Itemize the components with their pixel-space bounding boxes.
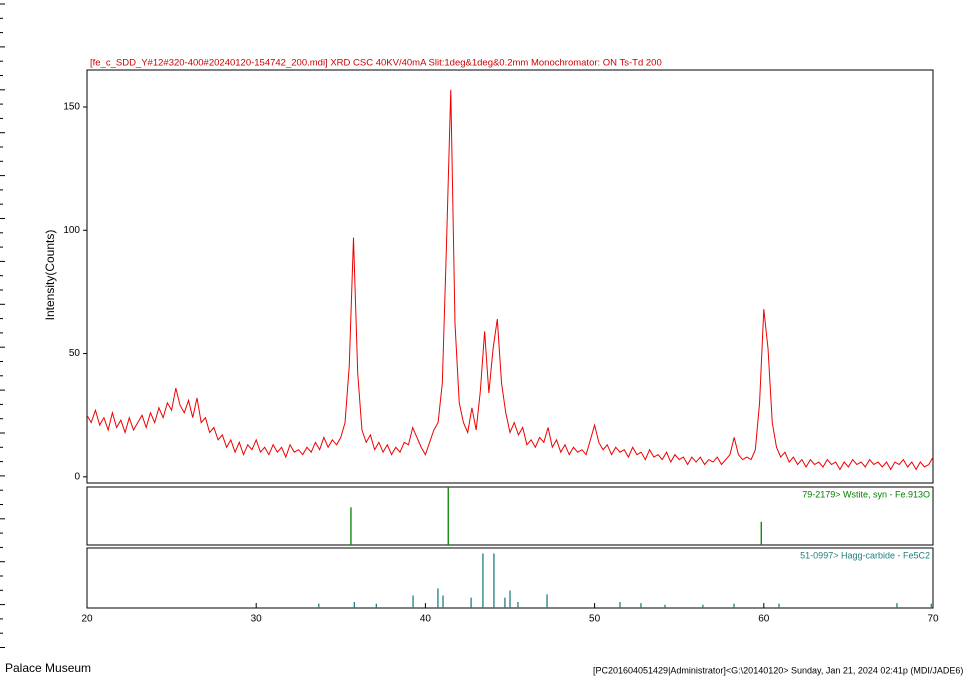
x-tick-label: 30 bbox=[251, 614, 263, 625]
x-tick-label: 60 bbox=[758, 614, 770, 625]
y-tick-label: 100 bbox=[63, 225, 80, 236]
x-tick-label: 40 bbox=[420, 614, 432, 625]
x-tick-label: 70 bbox=[927, 614, 939, 625]
legend-label: 79-2179> Wstite, syn - Fe.913O bbox=[802, 489, 930, 499]
legend-label: 51-0997> Hagg-carbide - Fe5C2 bbox=[800, 550, 930, 560]
y-tick-label: 150 bbox=[63, 102, 80, 113]
x-tick-label: 50 bbox=[589, 614, 601, 625]
plot-frame bbox=[86, 69, 934, 484]
chart-title: [fe_c_SDD_Y#12#320-400#20240120-154742_2… bbox=[90, 58, 662, 69]
reference-frame bbox=[86, 486, 934, 546]
footer-left: Palace Museum bbox=[5, 661, 91, 675]
y-tick-label: 50 bbox=[69, 348, 81, 359]
data-line bbox=[86, 89, 934, 471]
y-axis-label: Intensity(Counts) bbox=[43, 230, 57, 321]
footer-right: [PC201604051429|Administrator]<G:\201401… bbox=[593, 665, 963, 675]
y-tick-label: 0 bbox=[74, 471, 80, 482]
x-tick-label: 20 bbox=[81, 614, 93, 625]
